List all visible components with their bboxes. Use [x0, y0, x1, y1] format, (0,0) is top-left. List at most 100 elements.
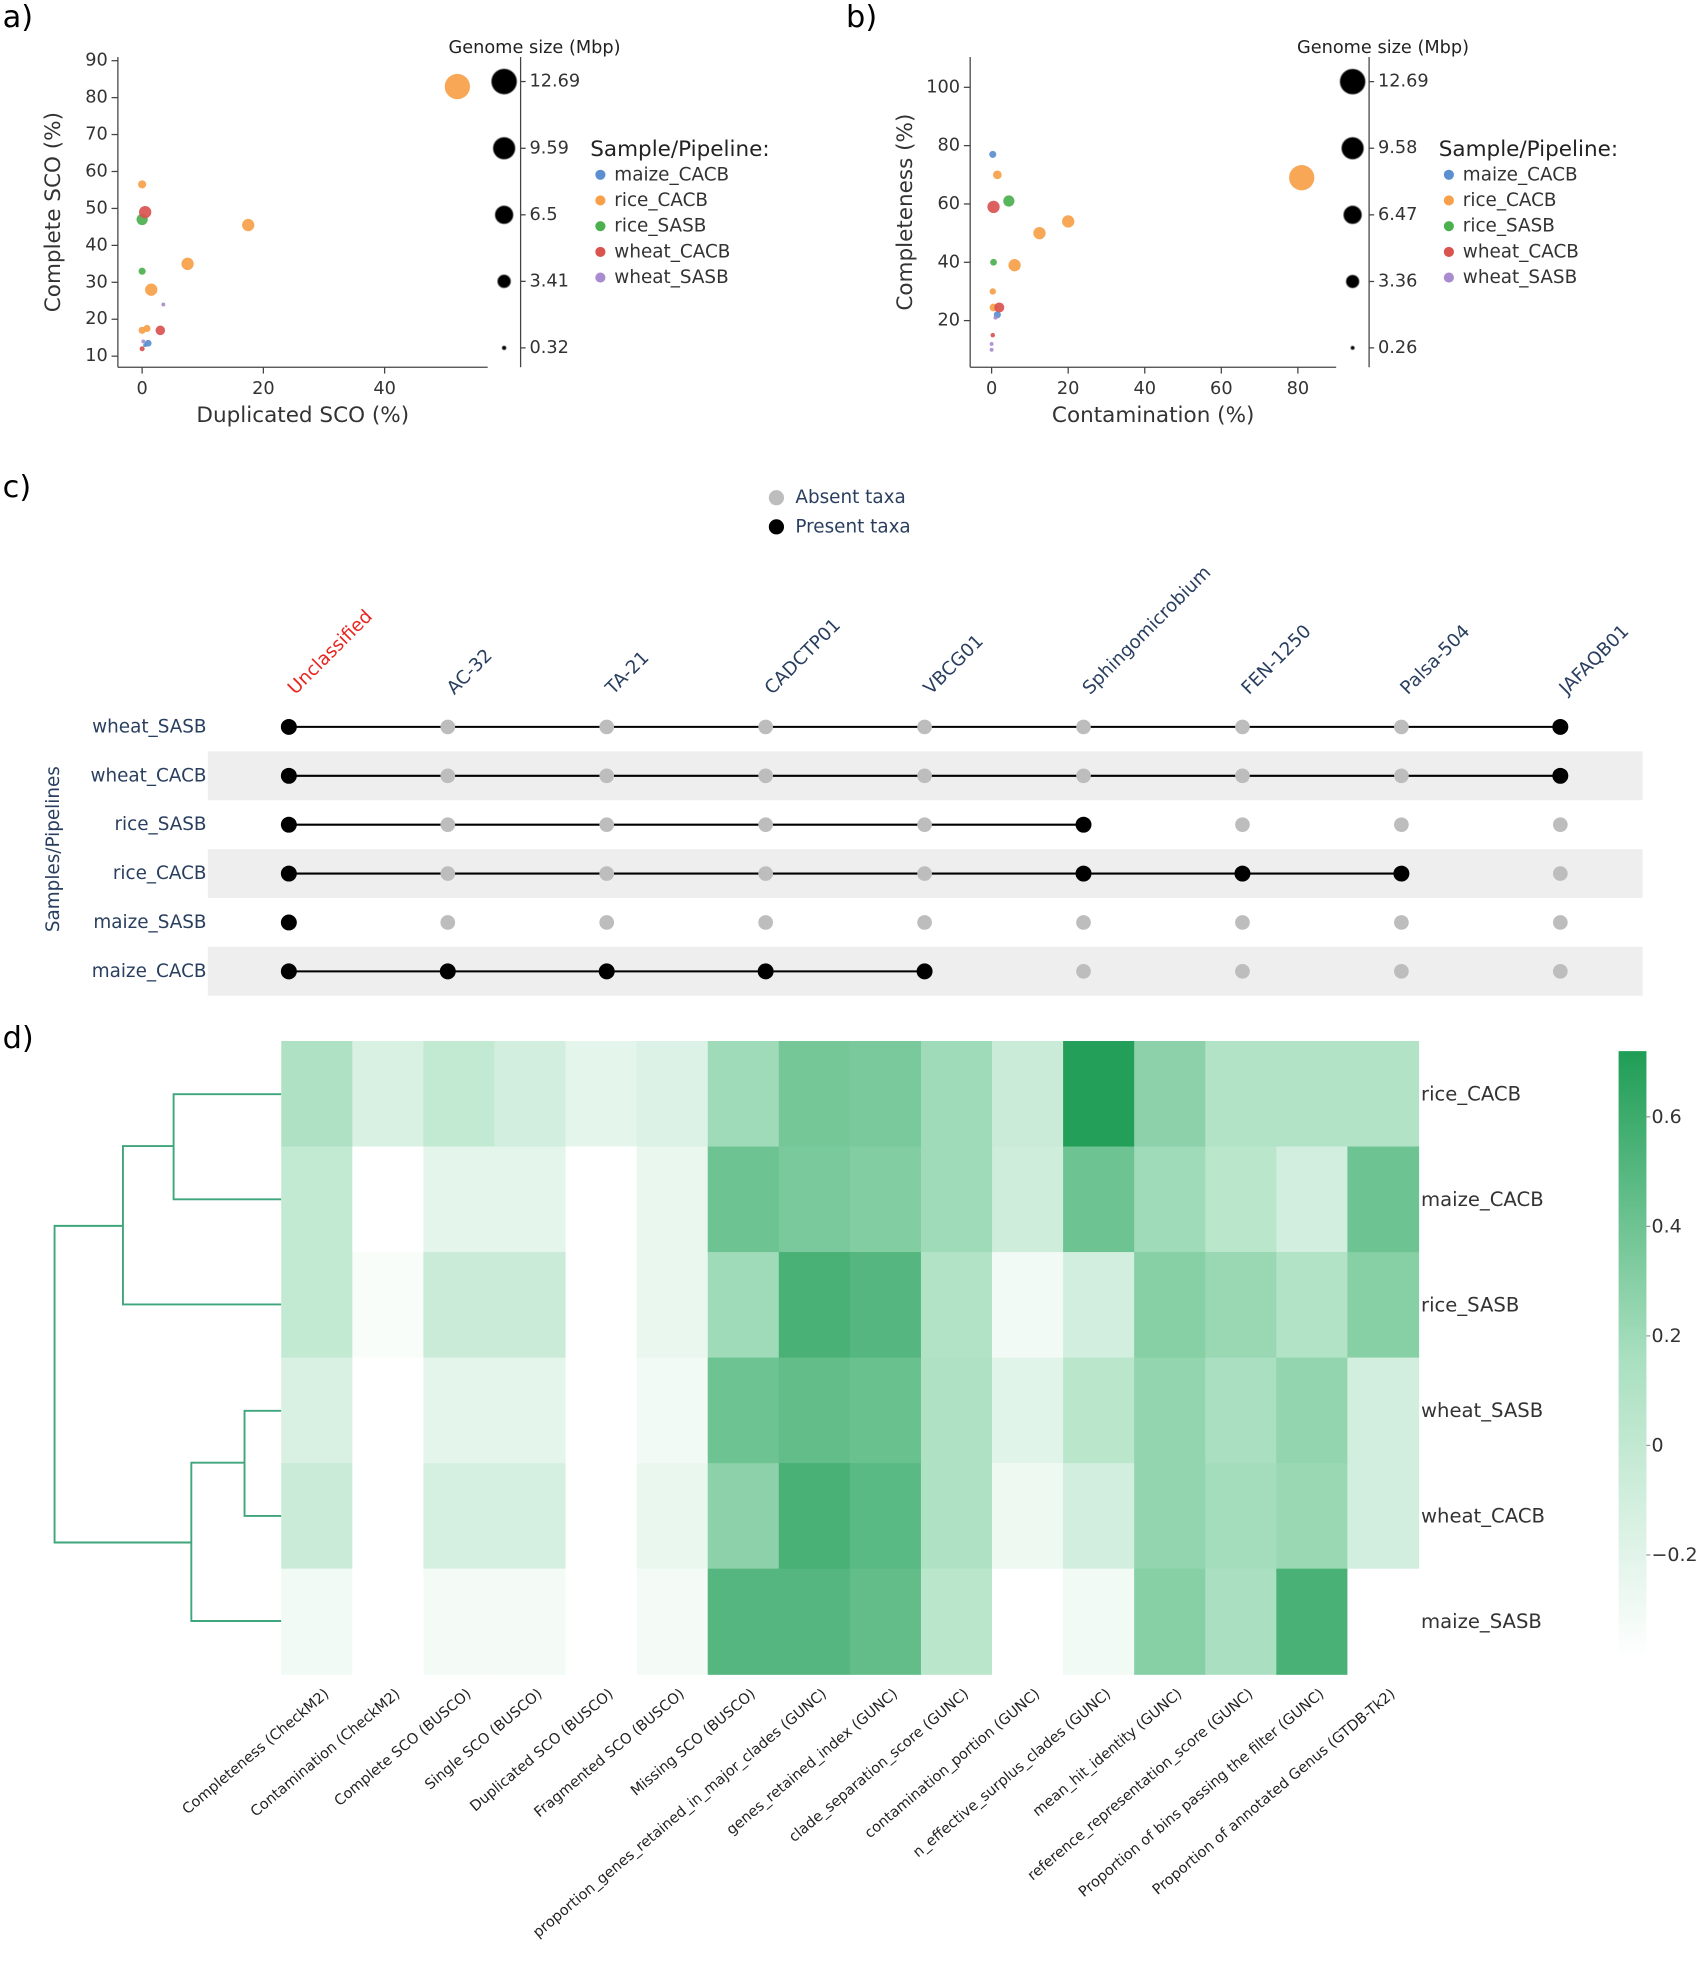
taxon-dot	[917, 915, 932, 930]
heatmap-cell	[1063, 1357, 1135, 1464]
bubble	[993, 315, 998, 320]
row-label: maize_CACB	[1421, 1188, 1544, 1211]
heatmap-cell	[423, 1252, 496, 1359]
heatmap-cell	[920, 1146, 993, 1253]
taxon-dot	[1235, 768, 1250, 784]
heatmap-cell	[707, 1568, 780, 1675]
bubble	[139, 205, 152, 219]
heatmap-cell	[565, 1463, 638, 1570]
legend-label: rice_CACB	[614, 190, 708, 211]
taxon-dot	[1552, 963, 1568, 979]
colorbar-tick-label: 0.6	[1652, 1106, 1682, 1128]
heatmap-cell	[1134, 1568, 1206, 1675]
heatmap-cell	[494, 1463, 567, 1570]
heatmap-cell	[849, 1252, 922, 1359]
heatmap-cell	[352, 1252, 425, 1359]
taxon-dot	[1393, 865, 1410, 882]
legend-label: rice_CACB	[1463, 190, 1557, 211]
column-label: Unclassified	[284, 606, 377, 699]
heatmap-cell	[565, 1357, 638, 1464]
bubble	[139, 346, 145, 352]
heatmap-cell	[423, 1146, 496, 1253]
heatmap-cell	[778, 1040, 851, 1148]
heatmap-cell	[849, 1463, 922, 1570]
heatmap-cell	[636, 1568, 709, 1675]
taxon-dot	[1394, 768, 1409, 784]
bubble	[141, 339, 146, 344]
bubble	[138, 180, 147, 189]
y-tick-label: 60	[937, 194, 960, 214]
heatmap-cell	[1276, 1357, 1349, 1464]
heatmap-cell	[636, 1146, 709, 1253]
size-tick-label: 12.69	[529, 72, 580, 92]
bubble	[1289, 165, 1315, 191]
heatmap-cell	[1347, 1252, 1420, 1359]
x-tick-label: 0	[136, 379, 147, 399]
heatmap-cell	[423, 1463, 496, 1570]
heatmap-cell	[1134, 1357, 1206, 1464]
legend-marker	[1443, 169, 1454, 180]
x-tick-label: 20	[1057, 379, 1080, 399]
y-tick-label: 20	[85, 309, 108, 329]
heatmap-cell	[281, 1463, 353, 1570]
column-label: AC-32	[443, 645, 497, 699]
legend-label: rice_SASB	[614, 216, 706, 237]
row-label: maize_SASB	[1421, 1610, 1542, 1633]
bubble	[145, 283, 158, 296]
heatmap-cell	[920, 1040, 993, 1148]
x-tick-label: 0	[986, 379, 997, 399]
heatmap-cell	[423, 1040, 496, 1148]
legend-label: wheat_SASB	[1463, 267, 1577, 288]
size-legend-marker	[501, 345, 507, 351]
heatmap-cell	[992, 1463, 1064, 1570]
taxon-dot	[1394, 817, 1409, 833]
row-label: rice_CACB	[113, 863, 207, 884]
size-tick-label: 0.26	[1378, 338, 1417, 358]
legend-marker	[1443, 221, 1454, 232]
heatmap-cell	[1063, 1463, 1135, 1570]
size-legend-marker	[1350, 345, 1356, 351]
taxon-dot	[280, 914, 297, 931]
taxon-dot	[1552, 817, 1568, 833]
row-label: rice_SASB	[114, 814, 206, 835]
size-tick-label: 6.5	[529, 205, 557, 225]
legend-marker	[595, 246, 606, 257]
heatmap-cell	[992, 1252, 1064, 1359]
heatmap-cell	[1205, 1357, 1277, 1464]
taxon-dot	[916, 963, 933, 980]
heatmap-cell	[1276, 1040, 1349, 1148]
size-tick-label: 3.41	[529, 271, 568, 291]
size-legend-marker	[490, 68, 518, 95]
x-axis-title: Contamination (%)	[1052, 403, 1254, 428]
bubble	[989, 288, 996, 295]
size-legend-title: Genome size (Mbp)	[448, 38, 620, 58]
heatmap-cell	[1063, 1040, 1135, 1148]
taxon-dot	[280, 865, 297, 882]
colorbar-tick-label: 0.2	[1652, 1325, 1682, 1347]
legend-marker	[595, 221, 606, 232]
heatmap-cell	[1134, 1040, 1206, 1148]
bubble	[989, 150, 997, 158]
taxon-dot	[280, 963, 297, 980]
panel-label: b)	[846, 0, 877, 35]
bubble	[155, 325, 166, 336]
heatmap-cell	[1134, 1252, 1206, 1359]
heatmap-cell	[494, 1146, 567, 1253]
bubble	[990, 332, 996, 338]
taxon-dot	[440, 915, 456, 930]
taxon-dot	[1076, 963, 1091, 979]
y-tick-label: 20	[937, 311, 960, 331]
panel-label: d)	[3, 1021, 34, 1056]
legend-marker	[768, 519, 785, 535]
heatmap-cell	[352, 1463, 425, 1570]
heatmap-cell	[1063, 1252, 1135, 1359]
bubble	[161, 302, 166, 307]
size-legend-marker	[1339, 68, 1366, 95]
taxon-dot	[757, 963, 774, 980]
taxon-dot	[440, 768, 456, 784]
y-tick-label: 60	[85, 161, 108, 181]
size-tick-label: 9.59	[529, 138, 568, 158]
column-label: Missing SCO (BUSCO)	[628, 1685, 759, 1799]
colorbar	[1618, 1051, 1647, 1659]
y-tick-label: 70	[85, 125, 108, 145]
